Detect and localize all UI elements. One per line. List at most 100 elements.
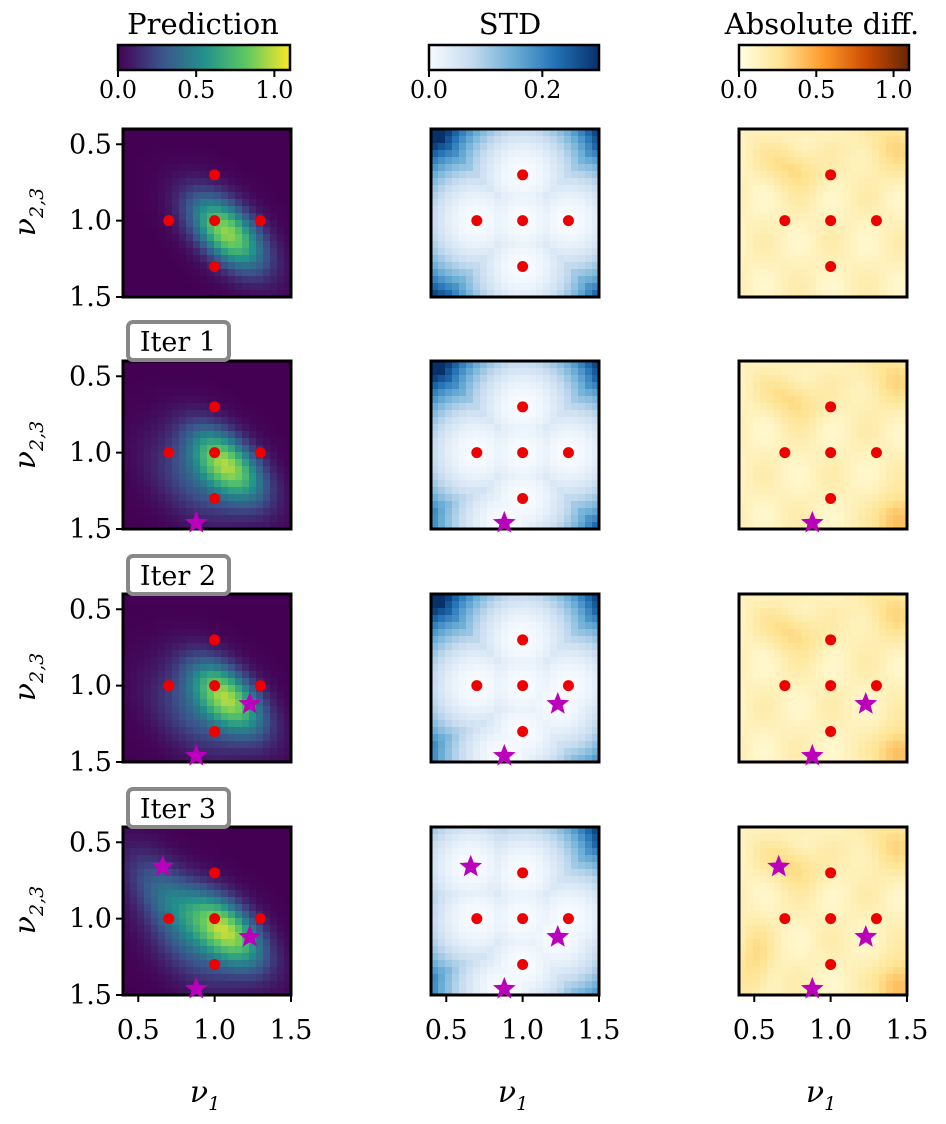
heatmap-cell (872, 290, 880, 298)
heatmap-cell (445, 129, 453, 137)
heatmap-cell (284, 706, 292, 714)
heatmap-cell (816, 431, 824, 439)
heatmap-cell (753, 361, 761, 369)
heatmap-cell (557, 741, 565, 749)
heatmap-cell (193, 671, 201, 679)
heatmap-cell (207, 234, 215, 242)
heatmap-cell (459, 143, 467, 151)
heatmap-cell (788, 290, 796, 298)
heatmap-cell (746, 206, 754, 214)
heatmap-cell (557, 678, 565, 686)
heatmap-cell (578, 615, 586, 623)
heatmap-cell (781, 255, 789, 263)
heatmap-cell (193, 424, 201, 432)
heatmap-cell (564, 494, 572, 502)
heatmap-cell (802, 431, 810, 439)
heatmap-cell (550, 601, 558, 609)
heatmap-cell (186, 664, 194, 672)
heatmap-cell (165, 269, 173, 277)
heatmap-cell (228, 501, 236, 509)
heatmap-cell (816, 178, 824, 186)
heatmap-cell (123, 361, 131, 369)
heatmap-cell (130, 129, 138, 137)
heatmap-cell (900, 241, 908, 249)
heatmap-cell (284, 720, 292, 728)
heatmap-cell (270, 157, 278, 165)
heatmap-cell (837, 424, 845, 432)
heatmap-cell (823, 361, 831, 369)
heatmap-cell (137, 129, 145, 137)
heatmap-cell (200, 755, 208, 763)
heatmap-cell (445, 643, 453, 651)
heatmap-cell (564, 129, 572, 137)
heatmap-cell (221, 283, 229, 291)
heatmap-cell (179, 220, 187, 228)
heatmap-cell (571, 403, 579, 411)
heatmap-cell (487, 473, 495, 481)
heatmap-cell (858, 178, 866, 186)
heatmap-cell (242, 466, 250, 474)
heatmap-cell (865, 650, 873, 658)
heatmap-cell (144, 636, 152, 644)
heatmap-cell (543, 234, 551, 242)
heatmap-cell (144, 368, 152, 376)
heatmap-cell (263, 368, 271, 376)
heatmap-cell (739, 501, 747, 509)
heatmap-cell (809, 164, 817, 172)
heatmap-cell (550, 650, 558, 658)
heatmap-cell (865, 396, 873, 404)
heatmap-cell (893, 459, 901, 467)
heatmap-cell (179, 234, 187, 242)
heatmap-cell (550, 361, 558, 369)
heatmap-cell (508, 417, 516, 425)
heatmap-cell (473, 178, 481, 186)
heatmap-cell (151, 713, 159, 721)
heatmap-cell (172, 396, 180, 404)
heatmap-cell (578, 473, 586, 481)
heatmap-cell (494, 136, 502, 144)
heatmap-cell (480, 192, 488, 200)
heatmap-cell (277, 220, 285, 228)
heatmap-cell (214, 706, 222, 714)
heatmap-cell (564, 185, 572, 193)
heatmap-cell (130, 678, 138, 686)
heatmap-cell (221, 185, 229, 193)
heatmap-cell (144, 622, 152, 630)
heatmap-cell (151, 643, 159, 651)
heatmap-cell (536, 459, 544, 467)
heatmap-cell (893, 629, 901, 637)
heatmap-cell (186, 157, 194, 165)
heatmap-cell (550, 664, 558, 672)
heatmap-cell (256, 262, 264, 270)
heatmap-cell (767, 636, 775, 644)
heatmap-cell (585, 699, 593, 707)
heatmap-cell (816, 234, 824, 242)
heatmap-cell (242, 608, 250, 616)
heatmap-cell (228, 508, 236, 516)
heatmap-cell (774, 615, 782, 623)
heatmap-cell (774, 664, 782, 672)
heatmap-cell (515, 671, 523, 679)
heatmap-cell (739, 164, 747, 172)
heatmap-cell (249, 594, 257, 602)
heatmap-cell (123, 382, 131, 390)
heatmap-cell (893, 241, 901, 249)
heatmap-cell (200, 713, 208, 721)
heatmap-cell (123, 657, 131, 665)
heatmap-cell (431, 283, 439, 291)
heatmap-cell (802, 375, 810, 383)
sample-point (254, 680, 266, 692)
heatmap-cell (844, 192, 852, 200)
heatmap-cell (186, 283, 194, 291)
heatmap-cell (550, 508, 558, 516)
heatmap-cell (746, 227, 754, 235)
heatmap-cell (879, 290, 887, 298)
heatmap-cell (144, 220, 152, 228)
heatmap-cell (501, 629, 509, 637)
heatmap-cell (144, 671, 152, 679)
heatmap-cell (585, 178, 593, 186)
heatmap-cell (284, 466, 292, 474)
heatmap-cell (746, 438, 754, 446)
heatmap-cell (536, 283, 544, 291)
heatmap-cell (263, 671, 271, 679)
